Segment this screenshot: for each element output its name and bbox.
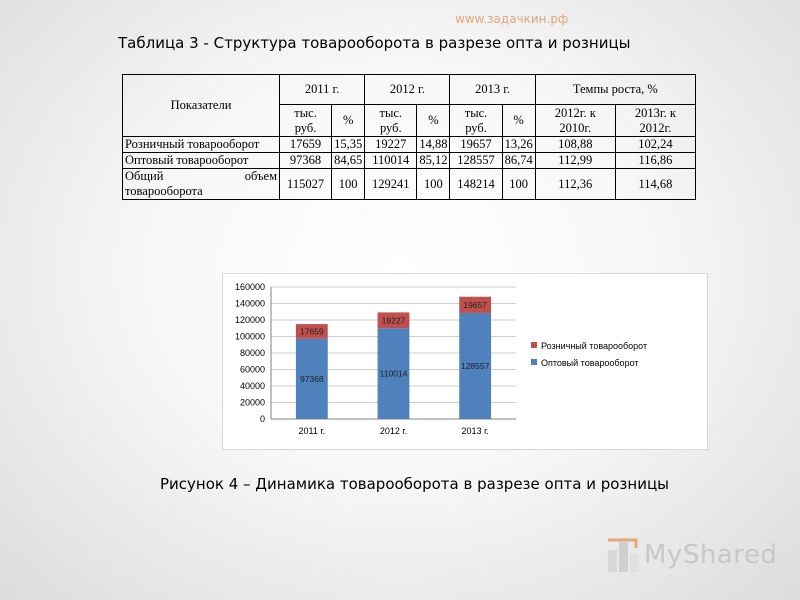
table-cell: 128557 [449,152,503,169]
myshared-logo: MyShared [606,536,777,576]
data-label: 128557 [461,361,490,371]
subheader-value: тыс. руб. [364,104,418,137]
chart-svg: 0 20000 40000 60000 80000 100000 120000 140000 1… [235,282,647,436]
table-cell: 84,65 [331,152,366,169]
y-tick-label: 40000 [240,381,265,391]
y-tick-label: 160000 [235,282,265,292]
legend-swatch [531,342,537,348]
x-tick-label: 2013 г. [462,426,489,436]
legend-label: Розничный товарооборот [541,341,647,351]
subheader-value: тыс. руб. [278,104,333,137]
table-cell: 19657 [449,136,503,153]
figure-caption: Рисунок 4 – Динамика товарооборота в раз… [160,475,670,493]
header-year-2012: 2012 г. [364,74,451,105]
y-tick-label: 140000 [235,299,265,309]
row-label: Оптовый товарооборот [122,152,280,169]
table-cell: 17659 [278,136,333,153]
data-label: 19227 [382,315,406,325]
table-cell: 19227 [364,136,418,153]
y-tick-label: 60000 [240,365,265,375]
table-row: Розничный товарооборот 17659 15,35 19227… [122,136,697,153]
subheader-pct: % [501,104,536,137]
y-tick-label: 80000 [240,348,265,358]
row-label-part: объем [244,169,277,183]
table-cell: 100 [331,168,366,200]
table-cell: 102,24 [614,136,697,153]
table-cell: 116,86 [614,152,697,169]
bar-segment [377,312,410,329]
bar-segment [295,338,328,419]
subheader-value: тыс. руб. [449,104,503,137]
table-cell: 129241 [364,168,418,200]
subheader-growth-2013: 2013г. к 2012г. [614,104,697,137]
table-cell: 114,68 [614,168,697,200]
header-indicator: Показатели [122,74,280,137]
header-year-2013: 2013 г. [449,74,536,105]
table-cell: 86,74 [501,152,536,169]
legend-label: Оптовый товарооборот [541,358,639,368]
y-tick-label: 100000 [235,332,265,342]
bar-segment [377,328,410,419]
header-growth: Темпы роста, % [534,74,697,105]
data-label: 97368 [300,374,324,384]
logo-icon [608,538,639,572]
structure-table: Показатели 2011 г. 2012 г. 2013 г. Темпы… [122,74,697,200]
table-row: Оптовый товарооборот 97368 84,65 110014 … [122,152,697,169]
header-year-2011: 2011 г. [278,74,366,105]
x-tick-label: 2012 г. [380,426,407,436]
bar-segment [459,312,492,419]
bar-segment [295,324,328,339]
subheader-pct: % [416,104,451,137]
table-cell: 14,88 [416,136,451,153]
data-label: 110014 [380,369,408,379]
legend-swatch [531,359,537,365]
table-cell: 110014 [364,152,418,169]
x-tick-label: 2011 г. [299,426,326,436]
table-cell: 15,35 [331,136,366,153]
subheader-pct: % [331,104,366,137]
stacked-bar-chart: 0 20000 40000 60000 80000 100000 120000 140000 1… [222,273,708,450]
table-cell: 100 [416,168,451,200]
table-cell: 115027 [278,168,333,200]
table-cell: 97368 [278,152,333,169]
data-label: 17659 [300,326,324,336]
row-label-part: Общий [125,169,164,183]
table-row: Общий объем товарооборота 115027 100 1292… [122,168,697,200]
table-cell: 13,26 [501,136,536,153]
table-cell: 112,99 [534,152,616,169]
y-tick-label: 20000 [240,398,265,408]
table-cell: 108,88 [534,136,616,153]
data-label: 19657 [463,300,487,310]
logo-text: MyShared [644,540,778,570]
row-label: Розничный товарооборот [122,136,280,153]
subheader-growth-2012: 2012г. к 2010г. [534,104,616,137]
y-tick-label: 0 [260,414,265,424]
table-cell: 100 [501,168,536,200]
watermark-url: www.задачкин.рф [455,12,569,26]
table-cell: 112,36 [534,168,616,200]
table-cell: 85,12 [416,152,451,169]
row-label-part: товарооборота [125,184,203,198]
bar-segment [459,296,492,313]
table-title: Таблица 3 - Структура товарооборота в ра… [118,34,631,52]
row-label: Общий объем товарооборота [122,168,280,200]
table-cell: 148214 [449,168,503,200]
y-tick-label: 120000 [235,315,265,325]
